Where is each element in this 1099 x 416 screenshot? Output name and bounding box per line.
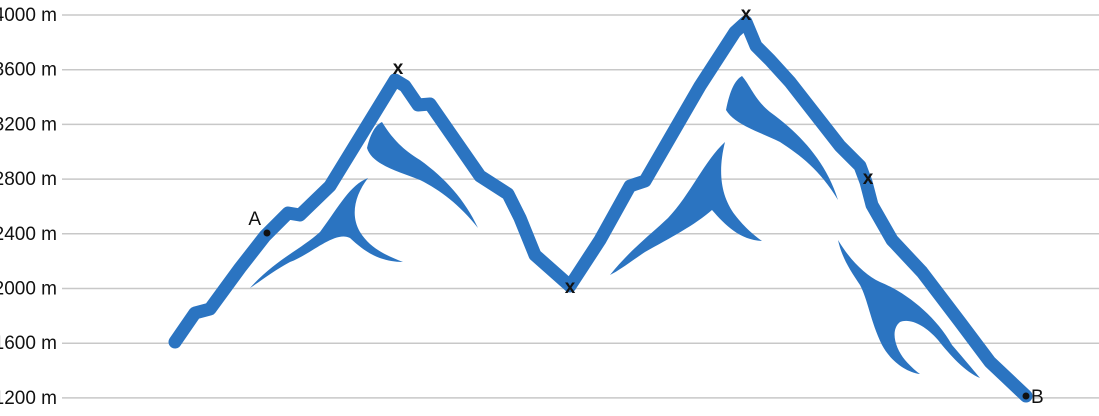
point-b-dot [1022, 392, 1030, 400]
y-tick-label: 3600 m [0, 60, 57, 81]
grid: 4000 m 3600 m 3200 m 2800 m 2400 m 2000 m 1600… [0, 5, 1099, 409]
snow-patch [367, 122, 478, 228]
point-label: A [248, 209, 261, 230]
y-tick-label: 2000 m [0, 279, 57, 300]
snow-patch [250, 178, 403, 288]
y-tick-label: 1200 m [0, 388, 57, 409]
y-tick-label: 2400 m [0, 224, 57, 245]
summit-marker: x [741, 4, 752, 25]
snow-patch [610, 142, 762, 275]
summit-marker: x [863, 168, 874, 189]
summit-marker: x [565, 277, 576, 298]
y-tick-label: 2800 m [0, 169, 57, 190]
y-tick-label: 1600 m [0, 333, 57, 354]
y-tick-label: 4000 m [0, 5, 57, 26]
y-tick-label: 3200 m [0, 114, 57, 135]
snow-patch [838, 240, 980, 378]
snow-patch [726, 76, 838, 200]
mountain-ridge [168, 15, 1033, 403]
point-label: B [1031, 387, 1044, 408]
summit-marker: x [393, 58, 404, 79]
point-a-dot [263, 229, 271, 237]
summit-markers: x x x x [393, 4, 874, 298]
